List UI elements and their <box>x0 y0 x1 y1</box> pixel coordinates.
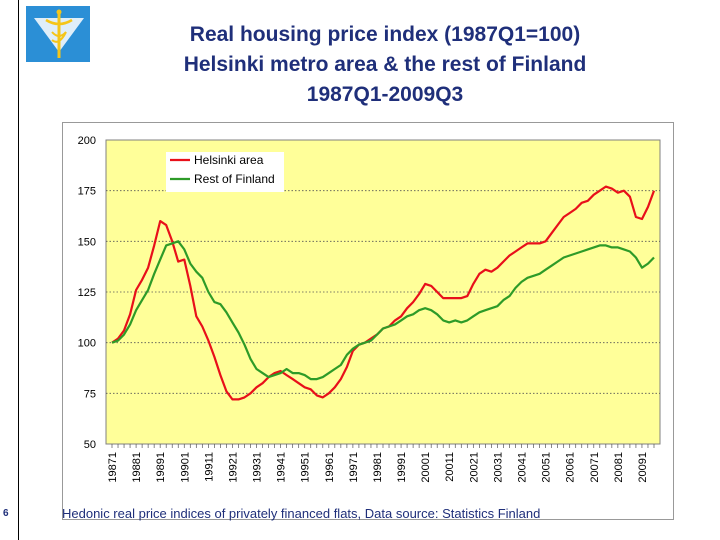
x-tick-label: 19981 <box>372 452 384 483</box>
x-tick-label: 19951 <box>300 452 312 483</box>
x-tick-label: 19941 <box>276 452 288 483</box>
y-tick-label: 125 <box>78 287 96 299</box>
legend-box <box>166 152 284 192</box>
y-tick-label: 100 <box>78 338 96 350</box>
slide-left-rule <box>18 0 19 540</box>
title-line-2: Helsinki metro area & the rest of Finlan… <box>183 53 587 76</box>
y-tick-label: 75 <box>84 388 96 400</box>
x-tick-label: 19991 <box>396 452 408 483</box>
x-tick-label: 19901 <box>179 452 191 483</box>
x-tick-label: 19921 <box>227 452 239 483</box>
x-tick-label: 20021 <box>468 452 480 483</box>
y-tick-label: 150 <box>78 236 96 248</box>
y-tick-label: 200 <box>78 135 96 147</box>
x-tick-label: 20081 <box>613 452 625 483</box>
slide-title: Real housing price index (1987Q1=100) He… <box>100 20 670 110</box>
x-tick-label: 20051 <box>541 452 553 483</box>
housing-price-chart: 200 175 150 125 100 75 50 19871 19881 19891 19901 1… <box>62 122 674 520</box>
series-line-rest-of-finland <box>111 240 655 381</box>
x-tick-label: 19911 <box>203 452 215 482</box>
x-tick-label: 19891 <box>155 452 167 483</box>
x-tick-label: 20071 <box>589 452 601 483</box>
title-line-1: Real housing price index (1987Q1=100) <box>189 23 581 46</box>
chart-container: 200 175 150 125 100 75 50 19871 19881 19891 19901 1… <box>62 122 674 520</box>
chart-caption: Hedonic real price indices of privately … <box>62 506 541 521</box>
legend-label: Rest of Finland <box>194 172 275 186</box>
x-tick-label: 20061 <box>565 452 577 483</box>
x-tick-label: 19971 <box>348 452 360 483</box>
x-tick-label: 20041 <box>517 452 529 483</box>
page-number: 6 <box>3 508 9 519</box>
x-tick-label: 20091 <box>637 452 649 483</box>
x-tick-label: 20011 <box>444 452 456 482</box>
x-tick-label: 19931 <box>252 452 264 483</box>
x-tick-label: 20031 <box>492 452 504 483</box>
legend-label: Helsinki area <box>194 153 264 167</box>
title-line-3: 1987Q1-2009Q3 <box>306 83 464 106</box>
x-tick-label: 19961 <box>324 452 336 483</box>
x-tick-label: 19871 <box>107 452 119 483</box>
y-tick-label: 50 <box>84 439 96 451</box>
x-tick-label: 20001 <box>420 452 432 483</box>
y-tick-label: 175 <box>78 186 96 198</box>
x-tick-label: 19881 <box>131 452 143 483</box>
caduceus-logo-icon <box>26 6 90 62</box>
